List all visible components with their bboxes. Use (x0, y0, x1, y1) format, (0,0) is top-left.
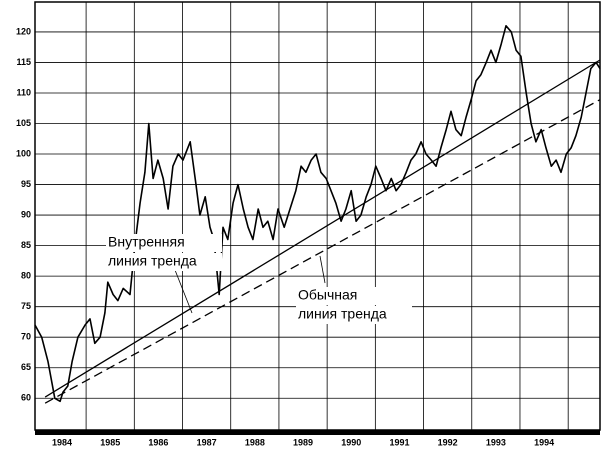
trend-line (44, 99, 601, 404)
annotation-bg (296, 287, 412, 305)
annotation-bg (106, 234, 222, 252)
x-tick-label: 1994 (534, 437, 554, 447)
annotation: линия тренда (108, 253, 197, 269)
x-tick-label: 1991 (389, 437, 409, 447)
x-tick-label: 1984 (52, 437, 72, 447)
y-tick-label: 60 (21, 393, 31, 403)
y-tick-label: 105 (16, 118, 31, 128)
y-tick-label: 85 (21, 240, 31, 250)
x-tick-label: 1988 (245, 437, 265, 447)
price-line (34, 25, 601, 403)
x-axis-band (35, 430, 600, 435)
y-tick-label: 120 (16, 26, 31, 36)
y-tick-label: 100 (16, 148, 31, 158)
annotation-bg (296, 306, 412, 324)
annotations (174, 255, 326, 314)
y-tick-label: 80 (21, 271, 31, 281)
annotation: Обычная (298, 287, 357, 303)
y-tick-label: 90 (21, 209, 31, 219)
y-tick-label: 95 (21, 179, 31, 189)
y-tick-label: 115 (16, 57, 31, 67)
annotation-bg (106, 253, 222, 271)
plot-frame (34, 1, 601, 431)
x-tick-label: 1989 (293, 437, 313, 447)
annotation: линия тренда (298, 306, 387, 322)
x-tick-label: 1992 (438, 437, 458, 447)
y-tick-label: 110 (16, 87, 31, 97)
x-tick-label: 1986 (148, 437, 168, 447)
y-tick-label: 75 (21, 301, 31, 311)
x-tick-label: 1985 (100, 437, 120, 447)
x-tick-label: 1993 (486, 437, 506, 447)
trend-line (44, 59, 601, 398)
x-tick-label: 1990 (341, 437, 361, 447)
y-tick-label: 65 (21, 362, 31, 372)
annotation: Внутренняя (108, 234, 185, 250)
x-tick-label: 1987 (197, 437, 217, 447)
annotation-arrow (174, 269, 193, 314)
y-tick-label: 70 (21, 332, 31, 342)
annotation-arrow (319, 255, 326, 284)
